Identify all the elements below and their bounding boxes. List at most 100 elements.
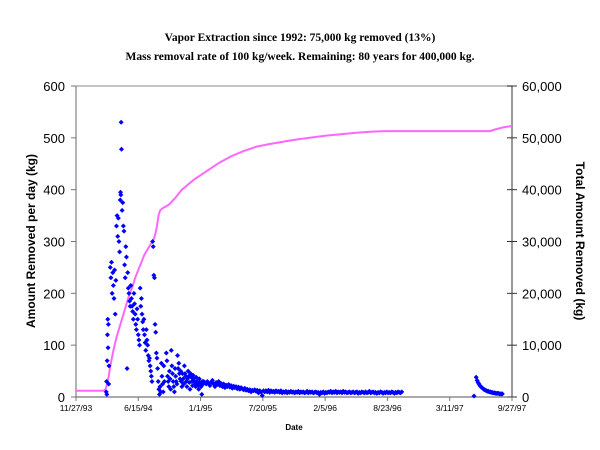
right-axis-tick-label: 10,000 <box>522 338 562 353</box>
left-axis-tick-label: 400 <box>43 183 65 198</box>
data-point <box>148 368 154 374</box>
x-axis-tick-label: 1/1/95 <box>189 403 213 413</box>
data-point <box>123 244 129 250</box>
data-point <box>138 303 144 309</box>
data-point <box>112 267 118 273</box>
data-point <box>112 311 118 317</box>
right-axis-tick-label: 60,000 <box>522 79 562 94</box>
right-axis-tick-label: 0 <box>522 390 529 405</box>
data-point <box>164 358 170 364</box>
data-point <box>125 270 131 276</box>
data-point <box>170 371 176 377</box>
data-point <box>123 254 129 260</box>
data-point <box>106 381 112 387</box>
data-point <box>187 386 193 392</box>
data-point <box>135 332 141 338</box>
data-point <box>136 337 142 343</box>
data-point <box>157 384 163 390</box>
data-point <box>159 373 165 379</box>
data-point <box>184 384 190 390</box>
data-point <box>176 360 182 366</box>
data-point <box>121 228 127 234</box>
data-point <box>107 264 113 270</box>
data-point <box>128 296 134 302</box>
data-point <box>134 306 140 312</box>
data-point <box>152 321 158 327</box>
data-point <box>161 378 167 384</box>
data-point <box>106 363 112 369</box>
data-point <box>105 321 111 327</box>
data-point <box>105 345 111 351</box>
data-point <box>146 355 152 361</box>
data-point <box>185 368 191 374</box>
right-axis-title: Total Amount Removed (kg) <box>573 162 587 321</box>
data-point <box>117 249 123 255</box>
data-point <box>175 365 181 371</box>
left-axis-title: Amount Removed per day (kg) <box>24 154 38 328</box>
data-point <box>110 283 116 289</box>
data-point <box>166 368 172 374</box>
data-point <box>399 389 405 395</box>
daily-removed-points <box>103 119 505 399</box>
data-point <box>190 372 196 378</box>
data-point <box>109 290 115 296</box>
data-point <box>181 363 187 369</box>
data-point <box>115 233 121 239</box>
data-point <box>145 342 151 348</box>
data-point <box>160 389 166 395</box>
data-point <box>155 378 161 384</box>
left-axis-tick-label: 200 <box>43 286 65 301</box>
right-axis-tick-label: 40,000 <box>522 183 562 198</box>
data-point <box>252 387 258 393</box>
data-point <box>196 376 202 382</box>
left-axis-tick-label: 500 <box>43 131 65 146</box>
data-point <box>196 386 202 392</box>
data-point <box>175 353 181 359</box>
left-axis-tick-label: 0 <box>58 390 65 405</box>
data-point <box>130 308 136 314</box>
data-point <box>104 391 110 397</box>
data-point <box>163 350 169 356</box>
data-point <box>104 332 110 338</box>
data-point <box>149 378 155 384</box>
data-point <box>129 303 135 309</box>
total-removed-line <box>76 124 513 392</box>
data-point <box>173 373 179 379</box>
data-point <box>170 378 176 384</box>
left-axis-tick-label: 100 <box>43 338 65 353</box>
data-point <box>259 392 265 398</box>
x-axis-tick-label: 6/15/94 <box>124 403 153 413</box>
data-point <box>133 327 139 333</box>
data-point <box>139 311 145 317</box>
data-point <box>168 347 174 353</box>
data-point <box>117 197 123 203</box>
data-point <box>131 290 137 296</box>
data-point <box>143 347 149 353</box>
data-point <box>118 146 124 152</box>
data-point <box>471 393 477 399</box>
x-axis-tick-label: 8/23/96 <box>373 403 402 413</box>
data-point <box>120 200 126 206</box>
x-axis-tick-label: 11/27/93 <box>60 403 93 413</box>
data-point <box>151 275 157 281</box>
data-point <box>111 296 117 302</box>
left-axis-tick-label: 300 <box>43 235 65 250</box>
data-point <box>119 207 125 213</box>
data-point <box>122 262 128 268</box>
data-point <box>125 285 131 291</box>
data-point <box>138 296 144 302</box>
data-point <box>133 321 139 327</box>
data-point <box>104 358 110 364</box>
data-point <box>130 316 136 322</box>
data-point <box>199 391 205 397</box>
data-point <box>120 223 126 229</box>
data-point <box>116 239 122 244</box>
data-point <box>109 259 115 265</box>
data-point <box>499 391 505 397</box>
data-point <box>124 365 130 371</box>
x-axis-ticks: 11/27/93 6/15/94 1/1/95 7/20/95 2/5/96 8/23/9… <box>60 397 526 413</box>
plot-frame <box>75 85 513 398</box>
data-point <box>118 119 124 125</box>
data-point <box>105 316 111 322</box>
